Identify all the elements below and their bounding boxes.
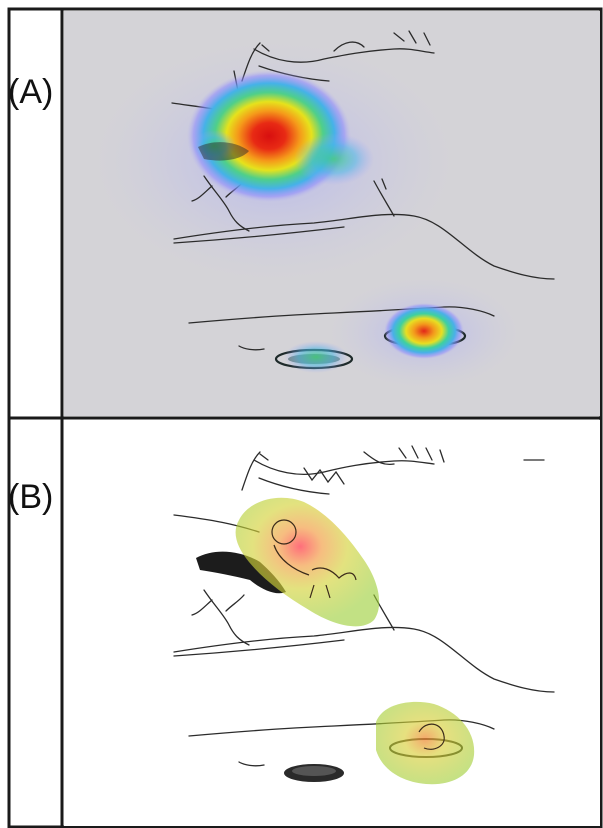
panel-a-label: (A) — [8, 73, 54, 111]
panel-b-highlight — [64, 420, 600, 826]
panel-b-label: (B) — [8, 478, 54, 516]
panel-a-heatmap — [64, 11, 600, 416]
